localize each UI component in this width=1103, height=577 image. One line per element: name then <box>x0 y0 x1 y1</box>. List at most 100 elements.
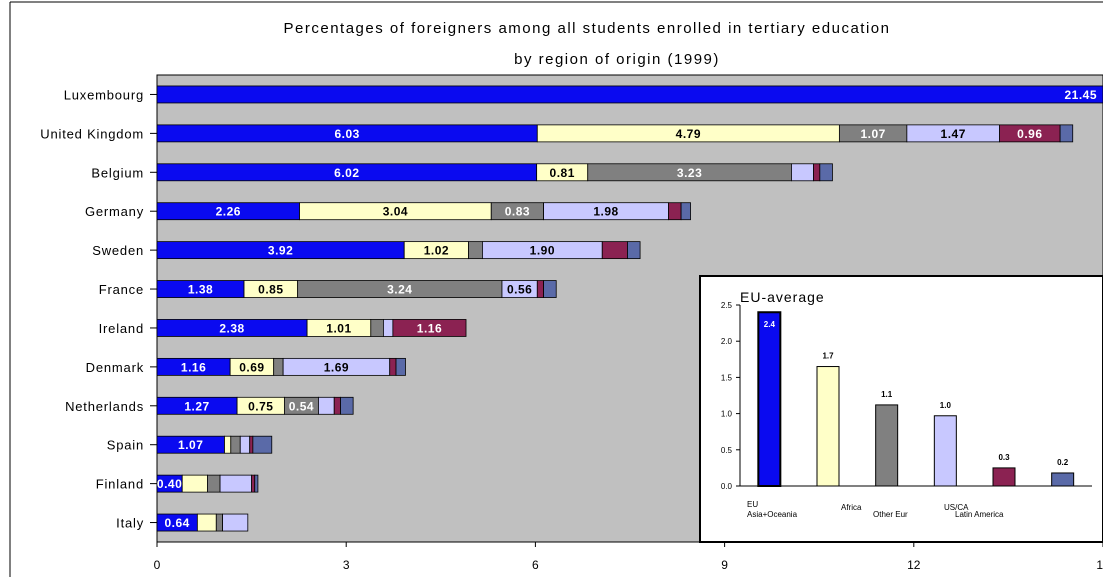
bar-segment <box>791 163 814 182</box>
inset-y-tick-label: 0.0 <box>721 482 733 491</box>
category-label: Italy <box>116 516 144 531</box>
bar-segment <box>819 163 833 182</box>
bar-segment <box>468 241 483 260</box>
bar-value-label: 0.83 <box>505 205 530 219</box>
bar-segment <box>215 513 223 532</box>
bar-segment <box>395 357 406 376</box>
inset-bar <box>933 415 957 487</box>
bar-segment <box>543 280 557 298</box>
bar-value-label: 0.75 <box>248 399 273 413</box>
bar-segment <box>333 396 341 415</box>
bar-value-label: 2.26 <box>216 205 241 219</box>
inset-category-label: Africa <box>841 503 862 512</box>
bar-segment <box>156 85 1103 104</box>
category-label: Luxembourg <box>64 87 144 102</box>
category-label: Spain <box>107 438 144 453</box>
bar-value-label: 1.47 <box>941 127 966 141</box>
x-tick-label: 3 <box>343 558 350 572</box>
bar-segment <box>1059 124 1074 143</box>
bar-value-label: 0.54 <box>289 399 314 413</box>
bar-segment <box>627 241 641 260</box>
bar-value-label: 1.27 <box>184 399 209 413</box>
bar-value-label: 1.69 <box>324 360 349 374</box>
inset-y-tick-label: 0.5 <box>721 446 733 455</box>
bar-segment <box>273 357 284 376</box>
inset-y-tick-label: 1.5 <box>721 373 733 382</box>
bar-segment <box>222 513 249 532</box>
inset-category-label: Other Eur <box>873 510 908 519</box>
inset-y-tick-label: 1.0 <box>721 410 733 419</box>
bar-segment <box>219 474 252 493</box>
bar-segment <box>389 357 397 376</box>
bar-segment <box>254 474 259 493</box>
bar-segment <box>383 319 394 337</box>
inset-value-label: 2.4 <box>764 320 776 329</box>
inset-bar <box>1051 472 1075 487</box>
bar-segment <box>252 435 273 454</box>
bar-value-label: 2.38 <box>219 321 244 335</box>
inset-value-label: 1.1 <box>881 390 893 399</box>
category-label: Germany <box>85 204 144 219</box>
bar-value-label: 0.56 <box>507 283 532 297</box>
bar-value-label: 1.38 <box>188 283 213 297</box>
bar-segment <box>392 319 467 337</box>
bar-segment <box>207 474 221 493</box>
bar-value-label: 6.02 <box>334 166 359 180</box>
bar-value-label: 0.40 <box>157 477 182 491</box>
x-tick-label: 9 <box>721 558 728 572</box>
bar-segment <box>370 319 384 337</box>
inset-title: EU-average <box>740 289 825 305</box>
bar-value-label: 0.81 <box>550 166 575 180</box>
category-label: Ireland <box>99 321 144 336</box>
inset-bar <box>875 404 899 487</box>
x-tick-label: 6 <box>532 558 539 572</box>
bar-value-label: 4.79 <box>676 127 701 141</box>
x-tick-label: 0 <box>154 558 161 572</box>
bar-segment <box>251 474 256 493</box>
bar-value-label: 0.96 <box>1017 127 1042 141</box>
bar-segment <box>181 474 208 493</box>
bar-segment <box>340 396 354 415</box>
x-tick-label: 12 <box>907 558 921 572</box>
bar-segment <box>249 435 254 454</box>
bar-value-label: 21.45 <box>1064 88 1097 102</box>
category-label: Sweden <box>92 243 144 258</box>
bar-value-label: 1.16 <box>417 321 442 335</box>
bar-value-label: 1.90 <box>530 244 555 258</box>
inset-bar <box>757 311 782 487</box>
inset-category-label: US/CA <box>944 503 969 512</box>
bar-value-label: 1.07 <box>860 127 885 141</box>
category-label: Netherlands <box>65 399 144 414</box>
bar-segment <box>680 202 691 221</box>
category-label: France <box>99 282 144 297</box>
inset-y-tick-label: 2.5 <box>721 301 733 310</box>
inset-axes: 0.0 0.5 1.0 1.5 2.0 2.5 <box>721 301 1092 491</box>
bar-segment <box>224 435 232 454</box>
bar-value-label: 1.02 <box>424 244 449 258</box>
x-tick-label: 15 <box>1096 558 1103 572</box>
category-label: Finland <box>96 477 144 492</box>
bar-segment <box>318 396 335 415</box>
bar-value-label: 0.69 <box>239 360 264 374</box>
inset-value-label: 0.2 <box>1057 458 1069 467</box>
inset-bar <box>816 366 840 487</box>
category-label: Belgium <box>91 165 144 180</box>
inset-value-label: 1.0 <box>940 401 952 410</box>
bar-value-label: 3.23 <box>677 166 702 180</box>
inset-bar <box>992 467 1016 487</box>
bar-value-label: 3.24 <box>387 283 412 297</box>
inset-value-label: 1.7 <box>822 352 834 361</box>
bar-value-label: 3.92 <box>268 244 293 258</box>
bar-value-label: 0.64 <box>165 516 190 530</box>
bar-value-label: 3.04 <box>383 205 408 219</box>
bar-value-label: 1.98 <box>593 205 618 219</box>
bar-segment <box>601 241 628 260</box>
bar-segment <box>196 513 217 532</box>
bar-value-label: 0.85 <box>258 283 283 297</box>
category-label: United Kingdom <box>40 126 144 141</box>
stacked-bars: 21.45 6.03 4.79 1.07 1.47 0.96 6.02 0.81 3.23 2.2… <box>156 85 1103 532</box>
inset-category-label: EU <box>747 500 758 509</box>
bar-segment <box>668 202 682 221</box>
